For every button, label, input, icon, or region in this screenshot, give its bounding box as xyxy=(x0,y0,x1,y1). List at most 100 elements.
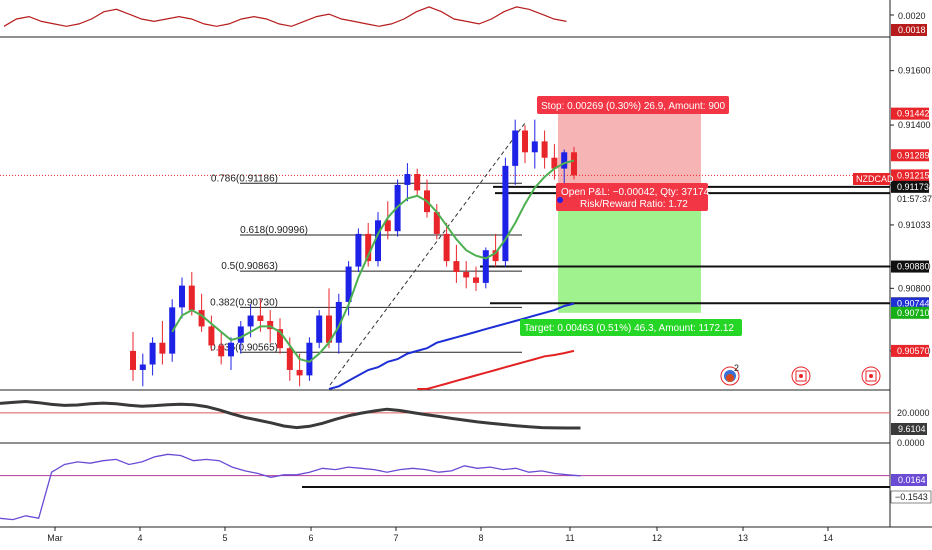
rsi-value-badge-text: 0.0164 xyxy=(898,475,926,485)
flag-canada-icon[interactable] xyxy=(861,366,881,386)
stop-label-background xyxy=(537,96,729,114)
time-axis-label: Mar xyxy=(47,533,63,543)
candle-down xyxy=(277,329,283,349)
calendar-event-icon[interactable] xyxy=(720,366,740,386)
candle-down xyxy=(257,315,264,321)
time-axis-label: 14 xyxy=(823,533,833,543)
candle-up xyxy=(561,152,568,169)
candle-up xyxy=(335,301,342,343)
candle-up xyxy=(512,130,519,166)
candle-down xyxy=(267,320,274,330)
top-indicator-panel[interactable]: 0.0020 0.0018 xyxy=(3,6,927,36)
risk-reward-label: Risk/Reward Ratio: 1.72 xyxy=(580,199,688,210)
fib-level-label: 0.236(0.90565) xyxy=(210,342,278,353)
top-value-badge xyxy=(891,24,927,36)
adx-axis-cut-label: 0.0000 xyxy=(897,438,925,448)
candle-up xyxy=(482,250,489,283)
candle-down xyxy=(463,272,470,278)
price-badge xyxy=(891,344,929,357)
candle-down xyxy=(551,157,558,169)
adx-value-badge xyxy=(891,423,927,435)
time-axis-label: 13 xyxy=(738,533,748,543)
candle-down xyxy=(365,233,372,262)
moving-average-line-1 xyxy=(171,159,575,363)
rsi-axis-label: −0.1543 xyxy=(895,492,928,502)
time-axis[interactable]: Mar 4 5 6 7 8 11 12 13 14 xyxy=(47,527,833,543)
price-badge xyxy=(891,297,929,310)
symbol-tag: NZDCAD xyxy=(856,174,894,184)
candle-down xyxy=(188,285,195,311)
price-badge xyxy=(891,306,929,319)
price-axis-label: 0.90800 xyxy=(898,283,931,293)
price-axis-label: 0.91600 xyxy=(898,66,931,76)
candle-down xyxy=(384,220,391,232)
price-badge xyxy=(891,107,929,120)
top-value-badge-text: 0.0018 xyxy=(898,25,926,35)
entry-marker[interactable] xyxy=(557,197,563,203)
event-count-badge: 2 xyxy=(734,363,739,373)
candle-down xyxy=(414,174,421,191)
symbol-tag-background xyxy=(853,173,890,185)
candle-down xyxy=(522,130,528,153)
price-badge xyxy=(891,180,929,193)
candle-up xyxy=(139,364,146,370)
candle-up xyxy=(502,165,509,262)
candle-down xyxy=(433,212,440,234)
candle-down xyxy=(443,233,450,262)
candle-up xyxy=(179,285,185,308)
candle-down xyxy=(453,261,460,272)
rsi-indicator-panel[interactable]: 0.0164 −0.1543 xyxy=(0,453,932,521)
time-axis-label: 12 xyxy=(652,533,662,543)
candle-up xyxy=(375,220,381,262)
candle-down xyxy=(218,345,225,357)
countdown: 01:57:37 xyxy=(897,194,932,204)
candle-up xyxy=(345,266,352,302)
time-axis-label: 7 xyxy=(393,533,398,543)
time-axis-label: 8 xyxy=(478,533,483,543)
candle-down xyxy=(130,350,136,370)
stop-label: Stop: 0.00269 (0.30%) 26.9, Amount: 900 xyxy=(541,101,725,112)
time-axis-label: 6 xyxy=(308,533,313,543)
price-badge-text: 0.91289 xyxy=(897,150,930,160)
adx-indicator-panel[interactable]: 20.0000 9.6104 0.0000 xyxy=(0,399,930,449)
candle-up xyxy=(247,315,254,327)
price-badge-text: 0.90744 xyxy=(897,299,930,309)
candle-up xyxy=(306,342,313,376)
candle-down xyxy=(296,369,303,376)
moving-averages xyxy=(171,159,575,390)
candle-down xyxy=(208,326,215,346)
top-axis-label: 0.0020 xyxy=(898,11,926,21)
flag-canada-icon[interactable] xyxy=(791,366,811,386)
price-axis-label: 0.91400 xyxy=(898,120,931,130)
price-badge-text: 0.90570 xyxy=(897,346,930,356)
candle-down xyxy=(159,342,166,354)
candle-down xyxy=(492,250,499,262)
candle-up xyxy=(237,326,244,343)
candle-down xyxy=(286,348,293,370)
fib-level-label: 0.382(0.90730) xyxy=(210,297,278,308)
candle-down xyxy=(326,315,332,343)
price-badge-text: 0.90880 xyxy=(897,262,930,272)
adx-indicator-line xyxy=(0,399,581,430)
price-badge xyxy=(891,169,929,182)
pnl-label: Open P&L: −0.00042, Qty: 37174 xyxy=(561,187,710,198)
main-price-panel[interactable]: 0.786(0.91186) 0.618(0.90996) 0.5(0.9086… xyxy=(0,66,932,390)
time-axis-label: 11 xyxy=(565,533,574,543)
rsi-axis-badge xyxy=(890,490,932,504)
rsi-indicator-line xyxy=(0,453,581,521)
fib-trend-line[interactable] xyxy=(329,122,526,386)
price-badge-text: 0.90710 xyxy=(897,308,930,318)
adx-axis-label: 20.0000 xyxy=(897,408,930,418)
candle-up xyxy=(531,141,538,153)
price-badges: 0.91442 0.91289 0.91215 0.91173 0.90880 0.907… xyxy=(891,107,930,357)
target-label-background xyxy=(520,319,742,336)
fib-level-label: 0.5(0.90863) xyxy=(221,261,278,272)
stop-zone[interactable] xyxy=(558,113,701,187)
price-badge-text: 0.91173 xyxy=(897,182,929,192)
adx-value-badge-text: 9.6104 xyxy=(898,424,926,434)
fib-level-label: 0.618(0.90996) xyxy=(240,225,308,236)
candle-down xyxy=(473,277,479,283)
time-axis-label: 4 xyxy=(137,533,142,543)
candle-down xyxy=(198,310,205,327)
